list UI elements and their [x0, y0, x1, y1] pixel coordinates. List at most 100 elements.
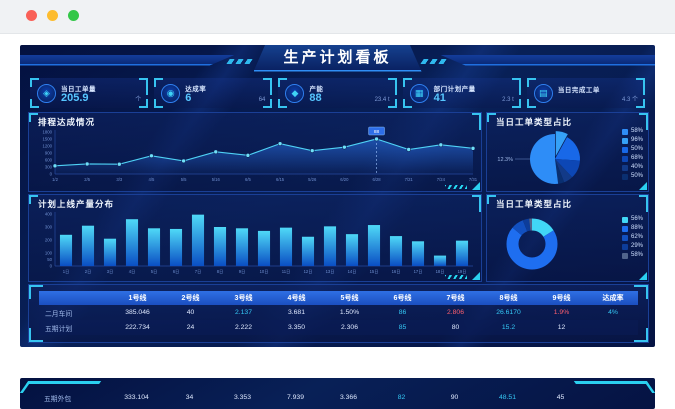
svg-text:600: 600	[45, 158, 53, 163]
legend-item[interactable]: 50%	[621, 173, 643, 180]
kpi-card-department-output[interactable]: ▦ 部门计划产量 41 2.3 t	[402, 78, 521, 108]
svg-text:5/26: 5/26	[308, 177, 317, 182]
svg-text:1800: 1800	[42, 130, 52, 135]
kpi-card-completed-orders[interactable]: ▤ 当日完成工单 4.3 个	[526, 78, 646, 108]
department-icon: ▦	[409, 83, 429, 103]
legend-item[interactable]: 62%	[621, 234, 643, 241]
svg-text:7/24: 7/24	[437, 177, 446, 182]
legend-label: 58%	[630, 252, 643, 258]
title-plate: 生产计划看板	[253, 45, 422, 72]
kpi-card-capacity[interactable]: ◆ 产能 88 23.4 t	[278, 78, 397, 108]
legend-label: 40%	[630, 164, 643, 170]
legend-item[interactable]: 58%	[621, 252, 643, 259]
table-cell: 85	[398, 324, 407, 331]
legend-item[interactable]: 40%	[621, 164, 643, 171]
svg-text:8日: 8日	[217, 269, 224, 275]
header-dashes-right	[419, 58, 450, 64]
table-cell: 34	[185, 394, 194, 401]
close-button[interactable]	[26, 10, 37, 21]
table-cell: 222.734	[125, 324, 150, 331]
kpi-sub-value: 2.3 t	[502, 96, 514, 103]
legend-label: 56%	[630, 216, 643, 222]
order-badge-icon: ◈	[37, 83, 56, 103]
kpi-value: 41	[433, 91, 446, 104]
svg-text:900: 900	[45, 151, 53, 156]
minimize-button[interactable]	[47, 10, 58, 21]
svg-text:13日: 13日	[326, 269, 335, 275]
table-header-cell: 1号线	[128, 295, 147, 302]
svg-text:5日: 5日	[151, 269, 158, 275]
panel-corner-decoration	[472, 182, 480, 190]
legend-item[interactable]: 96%	[621, 137, 643, 144]
legend-swatch-icon	[621, 128, 628, 135]
legend-label: 29%	[630, 243, 643, 249]
donut-legend: 56% 88% 62% 29% 58%	[621, 216, 643, 259]
svg-text:1日: 1日	[63, 269, 70, 275]
rate-badge-icon: ◉	[161, 83, 181, 103]
order-type-pie-chart[interactable]: 12.3%	[493, 127, 597, 189]
kpi-label: 当日工单量	[61, 85, 96, 93]
table-row[interactable]: 五期计划 222.734 24 2.222 3.350 2.306 85 80 15.2 12	[39, 320, 638, 335]
kpi-label: 达成率	[185, 85, 207, 93]
kpi-value: 205.9	[61, 91, 89, 104]
legend-item[interactable]: 50%	[621, 146, 643, 153]
line-summary-table: 1号线 2号线 3号线 4号线 5号线 6号线 7号线 8号线 9号线 达成率 二月车间 385.04…	[39, 291, 638, 335]
kpi-card-daily-orders[interactable]: ◈ 当日工单量 205.9 个	[30, 78, 149, 108]
legend-item[interactable]: 68%	[621, 155, 643, 162]
header-left-decoration	[20, 54, 236, 66]
table-header-cell: 4号线	[287, 295, 306, 302]
svg-text:7日: 7日	[195, 269, 202, 275]
svg-text:19日: 19日	[458, 269, 467, 275]
table-cell: 15.2	[501, 324, 516, 331]
table-cell: 12	[557, 324, 566, 331]
schedule-line-chart[interactable]: 0 300 600 900 1200 1500 1800 88 1/2 2/5 3/3 4/5 5/5 5…	[31, 126, 479, 188]
table-cell: 7.939	[286, 394, 304, 401]
panel-title: 当日工单类型占比	[496, 117, 573, 127]
legend-label: 68%	[630, 155, 643, 161]
kpi-row: ◈ 当日工单量 205.9 个 ◉ 达成率 6 64 ◆	[30, 78, 646, 108]
legend-item[interactable]: 58%	[621, 128, 643, 135]
order-type-donut-panel: 当日工单类型占比 56% 88% 62% 29% 58%	[486, 194, 649, 282]
svg-text:1500: 1500	[42, 137, 52, 142]
svg-text:0: 0	[50, 172, 53, 177]
table-header-cell: 2号线	[181, 295, 200, 302]
kpi-value: 6	[185, 91, 192, 104]
svg-text:300: 300	[45, 225, 53, 230]
svg-text:1/2: 1/2	[52, 177, 58, 182]
table-cell: 90	[450, 394, 459, 401]
legend-item[interactable]: 88%	[621, 225, 643, 232]
table-cell: 80	[451, 324, 460, 331]
kpi-sub-value: 64	[258, 96, 266, 103]
legend-swatch-icon	[621, 216, 628, 223]
table-cell: 3.350	[287, 324, 305, 331]
table-header-cell: 7号线	[446, 295, 465, 302]
zoom-button[interactable]	[68, 10, 79, 21]
table-header-cell: 6号线	[393, 295, 412, 302]
svg-text:400: 400	[45, 212, 53, 217]
table-cell: 2.137	[234, 309, 252, 316]
table-row[interactable]: 五期外包 333.104 34 3.353 7.939 3.366 82 90 48.51 45	[38, 390, 637, 405]
order-type-donut-chart[interactable]	[499, 211, 565, 277]
kpi-card-achievement-rate[interactable]: ◉ 达成率 6 64	[154, 78, 273, 108]
panel-title: 排程达成情况	[38, 117, 96, 127]
legend-item[interactable]: 56%	[621, 216, 643, 223]
svg-text:18日: 18日	[436, 269, 445, 275]
svg-text:9日: 9日	[239, 269, 246, 275]
legend-item[interactable]: 29%	[621, 243, 643, 250]
panel-dashes	[445, 185, 467, 189]
table-row[interactable]: 二月车间 385.046 40 2.137 3.681 1.50% 86 2.806 26.61…	[39, 305, 638, 320]
legend-swatch-icon	[621, 252, 628, 259]
svg-text:3/3: 3/3	[116, 177, 122, 182]
table-header-cell: 5号线	[340, 295, 359, 302]
table-header-cell: 9号线	[552, 295, 571, 302]
legend-swatch-icon	[621, 225, 628, 232]
kpi-sub-value: 个	[135, 96, 142, 103]
legend-label: 88%	[630, 225, 643, 231]
browser-title-bar	[0, 0, 675, 34]
panel-title: 当日工单类型占比	[496, 199, 573, 209]
table-cell: 3.353	[233, 394, 251, 401]
kpi-value: 88	[309, 91, 322, 104]
svg-text:100: 100	[45, 251, 53, 256]
svg-text:6日: 6日	[173, 269, 180, 275]
